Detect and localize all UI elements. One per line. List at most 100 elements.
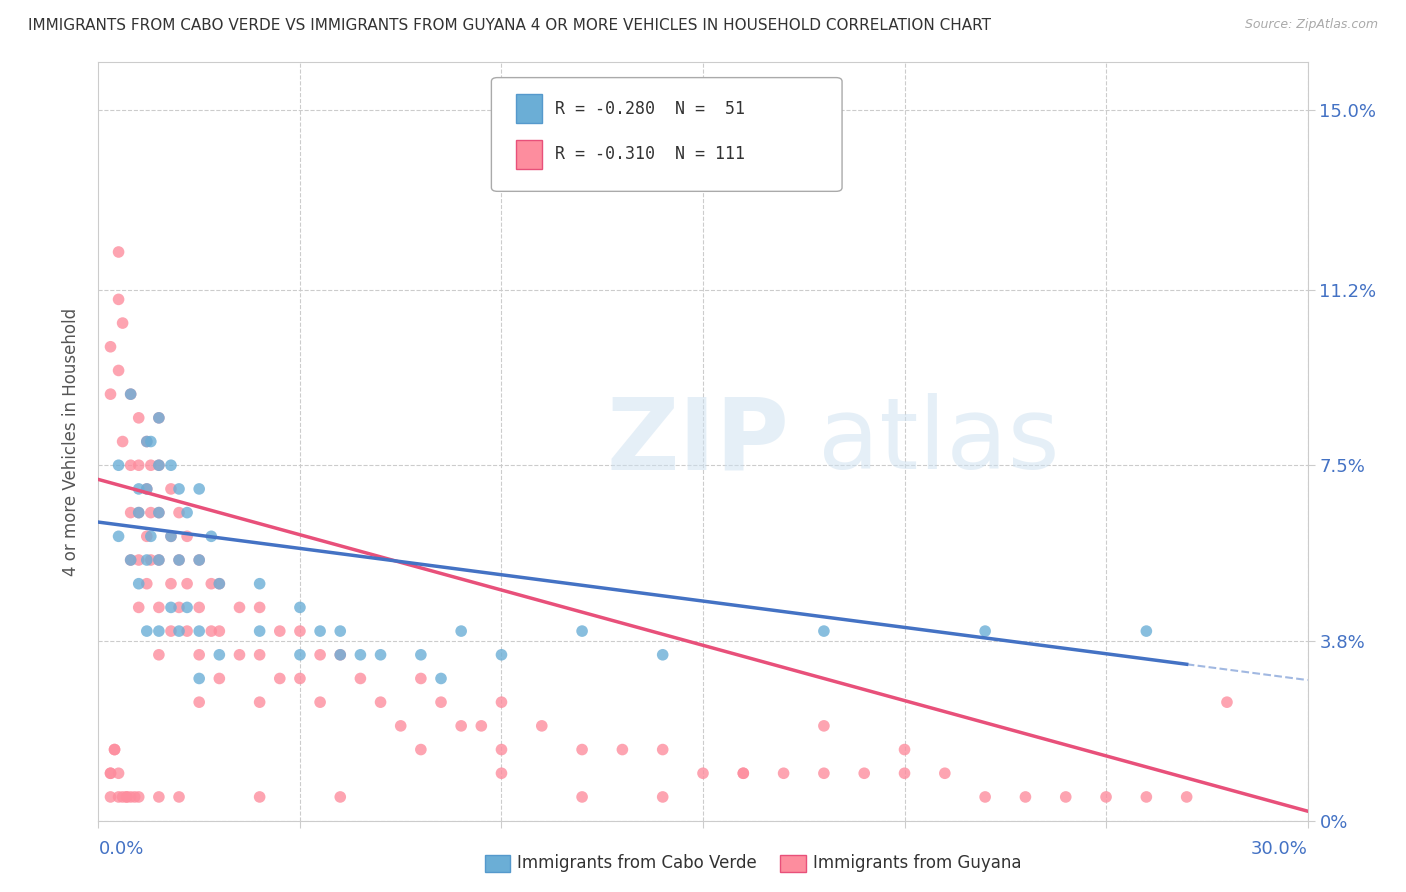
Point — [269, 624, 291, 639]
Point — [111, 316, 134, 330]
Point — [135, 434, 157, 449]
Point — [128, 482, 150, 496]
Point — [571, 624, 593, 639]
Point — [128, 600, 150, 615]
Point — [813, 719, 835, 733]
Point — [772, 766, 794, 780]
Point — [100, 387, 122, 401]
Point — [135, 576, 157, 591]
Point — [139, 458, 162, 473]
Point — [107, 789, 129, 804]
Point — [176, 506, 198, 520]
Point — [893, 766, 915, 780]
Point — [370, 648, 392, 662]
Point — [148, 458, 170, 473]
Point — [491, 766, 513, 780]
Point — [249, 600, 271, 615]
Point — [329, 648, 352, 662]
Point — [188, 482, 211, 496]
Point — [208, 624, 231, 639]
Point — [167, 553, 190, 567]
Point — [309, 624, 332, 639]
Point — [148, 789, 170, 804]
Point — [135, 529, 157, 543]
Point — [288, 624, 311, 639]
Point — [200, 529, 222, 543]
Point — [288, 648, 311, 662]
Point — [135, 434, 157, 449]
Point — [491, 695, 513, 709]
Point — [148, 624, 170, 639]
Point — [228, 600, 250, 615]
Point — [208, 576, 231, 591]
Point — [349, 672, 371, 686]
Point — [176, 529, 198, 543]
Point — [249, 624, 271, 639]
Text: Immigrants from Cabo Verde: Immigrants from Cabo Verde — [517, 855, 758, 872]
Point — [1014, 789, 1036, 804]
Text: Source: ZipAtlas.com: Source: ZipAtlas.com — [1244, 18, 1378, 31]
Point — [111, 434, 134, 449]
Point — [167, 624, 190, 639]
Point — [188, 672, 211, 686]
Point — [389, 719, 412, 733]
Point — [612, 742, 634, 756]
Point — [249, 789, 271, 804]
Point — [107, 766, 129, 780]
Point — [115, 789, 138, 804]
Point — [571, 789, 593, 804]
Point — [160, 529, 183, 543]
Point — [974, 624, 997, 639]
Point — [176, 600, 198, 615]
Point — [934, 766, 956, 780]
Point — [329, 789, 352, 804]
Point — [128, 410, 150, 425]
Point — [1095, 789, 1118, 804]
Point — [160, 624, 183, 639]
Point — [100, 789, 122, 804]
Point — [409, 648, 432, 662]
Text: IMMIGRANTS FROM CABO VERDE VS IMMIGRANTS FROM GUYANA 4 OR MORE VEHICLES IN HOUSE: IMMIGRANTS FROM CABO VERDE VS IMMIGRANTS… — [28, 18, 991, 33]
Point — [148, 553, 170, 567]
Point — [160, 458, 183, 473]
Bar — [516, 140, 543, 169]
Point — [208, 576, 231, 591]
Point — [139, 434, 162, 449]
Point — [200, 624, 222, 639]
Point — [103, 742, 125, 756]
Point — [491, 742, 513, 756]
Point — [120, 458, 142, 473]
Point — [148, 410, 170, 425]
Point — [107, 363, 129, 377]
Point — [107, 458, 129, 473]
Point — [288, 600, 311, 615]
Point — [430, 672, 453, 686]
FancyBboxPatch shape — [492, 78, 842, 191]
Point — [167, 789, 190, 804]
Point — [111, 789, 134, 804]
Point — [651, 648, 673, 662]
Point — [103, 742, 125, 756]
Point — [813, 766, 835, 780]
Text: R = -0.280  N =  51: R = -0.280 N = 51 — [555, 100, 745, 118]
Point — [349, 648, 371, 662]
Text: 0.0%: 0.0% — [98, 839, 143, 857]
Point — [160, 600, 183, 615]
Point — [100, 340, 122, 354]
Point — [188, 553, 211, 567]
Point — [309, 648, 332, 662]
Point — [115, 789, 138, 804]
Point — [107, 244, 129, 259]
Y-axis label: 4 or more Vehicles in Household: 4 or more Vehicles in Household — [62, 308, 80, 575]
Point — [1054, 789, 1077, 804]
Point — [370, 695, 392, 709]
Point — [1216, 695, 1239, 709]
Point — [329, 648, 352, 662]
Point — [160, 529, 183, 543]
Point — [530, 719, 553, 733]
Point — [249, 576, 271, 591]
Point — [491, 648, 513, 662]
Point — [120, 553, 142, 567]
Point — [120, 506, 142, 520]
Point — [450, 719, 472, 733]
